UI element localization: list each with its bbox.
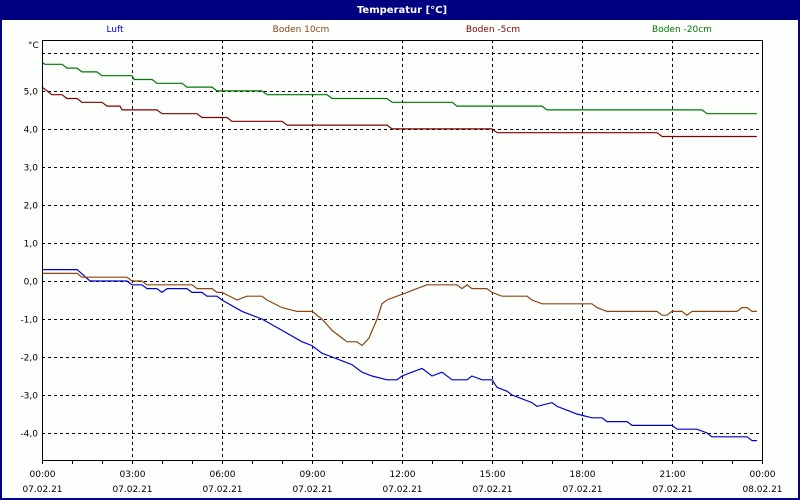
x-tick-time: 15:00: [480, 470, 506, 480]
y-tick-label: 5,0: [24, 88, 39, 98]
x-tick-date: 07.02.21: [22, 485, 62, 495]
x-tick-time: 00:00: [750, 470, 776, 480]
legend-boden-5cm: Boden -5cm: [465, 25, 521, 35]
y-tick-label: -2,0: [20, 354, 38, 364]
x-tick-date: 07.02.21: [202, 485, 242, 495]
series-boden-10cm-line: [42, 272, 757, 347]
x-tick-time: 03:00: [120, 470, 146, 480]
y-unit-label: °C: [28, 41, 39, 51]
y-tick-label: 2,0: [24, 202, 39, 212]
grid-lines: [42, 40, 762, 460]
x-tick-date: 07.02.21: [652, 485, 692, 495]
y-tick-label: -4,0: [20, 430, 38, 440]
plot-frame: [42, 40, 763, 461]
y-axis-labels: 5,0 4,0 3,0 2,0 1,0 0,0 -1,0 -2,0 -3,0 -4,0: [20, 88, 38, 440]
x-tick-time: 18:00: [570, 470, 596, 480]
series-boden-20cm-line: [41, 61, 757, 115]
legend-boden-10cm: Boden 10cm: [272, 25, 330, 35]
data-series: [41, 61, 757, 442]
series-luft-line: [42, 269, 757, 442]
x-tick-time: 00:00: [30, 470, 56, 480]
x-tick-date: 07.02.21: [292, 485, 332, 495]
x-tick-date: 07.02.21: [112, 485, 152, 495]
y-tick-label: 0,0: [24, 278, 39, 288]
chart-title: Temperatur [°C]: [356, 4, 448, 16]
series-boden-5cm-line: [41, 86, 757, 138]
x-tick-time: 09:00: [300, 470, 326, 480]
x-tick-time: 06:00: [210, 470, 236, 480]
x-tick-time: 12:00: [390, 470, 416, 480]
y-tick-label: 1,0: [24, 240, 39, 250]
legend-luft: Luft: [106, 25, 124, 35]
legend-boden-20cm: Boden -20cm: [652, 25, 712, 35]
y-tick-label: -1,0: [20, 316, 38, 326]
title-bar: Temperatur [°C]: [2, 0, 800, 20]
y-tick-label: -3,0: [20, 392, 38, 402]
x-tick-date: 07.02.21: [562, 485, 602, 495]
x-tick-date: 07.02.21: [382, 485, 422, 495]
x-tick-date: 08.02.21: [742, 485, 782, 495]
y-tick-label: 4,0: [24, 126, 39, 136]
x-axis-labels: 00:00 07.02.21 03:00 07.02.21 06:00 07.02.21 0…: [22, 470, 782, 495]
x-tick-time: 21:00: [660, 470, 686, 480]
y-tick-label: 3,0: [24, 164, 39, 174]
x-tick-date: 07.02.21: [472, 485, 512, 495]
